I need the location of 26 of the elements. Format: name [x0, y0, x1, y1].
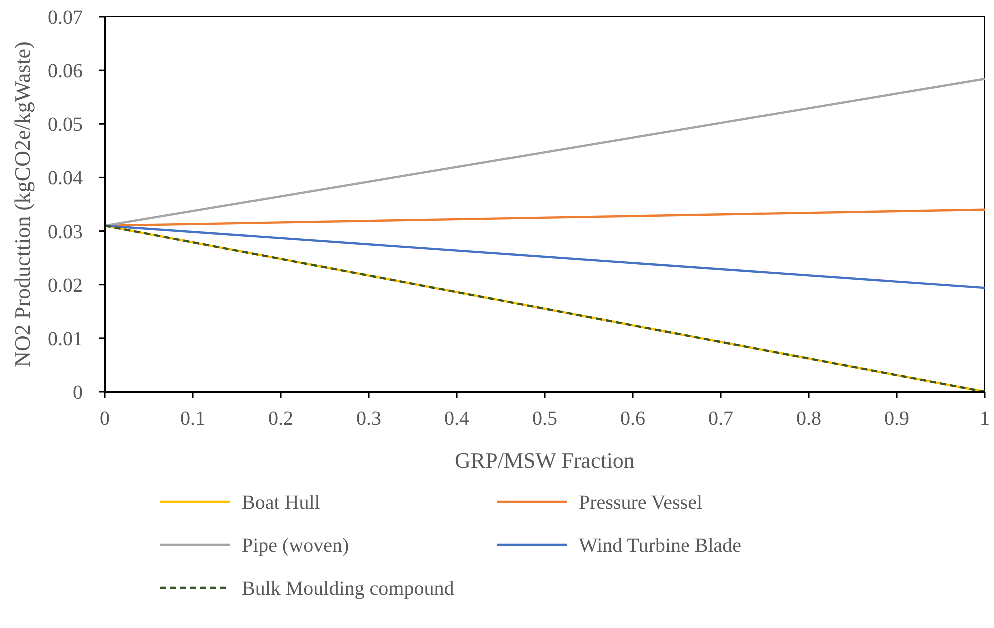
y-tick-label: 0.05	[48, 114, 83, 136]
x-tick-label: 0.8	[796, 408, 822, 430]
x-tick-label: 1	[980, 408, 990, 430]
y-tick-label: 0	[73, 382, 83, 404]
y-tick-label: 0.04	[48, 168, 83, 190]
x-tick-label: 0.5	[532, 408, 558, 430]
x-tick-label: 0.3	[356, 408, 382, 430]
legend-label: Wind Turbine Blade	[579, 535, 742, 557]
legend-label: Pressure Vessel	[579, 492, 703, 514]
legend-label: Pipe (woven)	[242, 535, 350, 557]
y-tick-label: 0.02	[48, 274, 83, 297]
y-tick-label: 0.03	[48, 221, 83, 244]
x-tick-label: 0	[100, 408, 110, 430]
x-tick-label: 0.4	[444, 408, 470, 430]
x-tick-label: 0.7	[708, 408, 734, 430]
x-tick-label: 0.9	[884, 408, 910, 430]
legend-label: Boat Hull	[242, 492, 321, 514]
x-tick-label: 0.2	[268, 408, 294, 430]
x-axis-title: GRP/MSW Fraction	[455, 448, 635, 473]
x-tick-label: 0.1	[180, 408, 206, 430]
x-tick-label: 0.6	[620, 408, 646, 430]
y-tick-label: 0.06	[48, 60, 83, 83]
y-tick-label: 0.07	[48, 7, 83, 29]
y-tick-label: 0.01	[48, 328, 83, 350]
y-axis-title: NO2 Producttion (kgCO2e/kgWaste)	[10, 42, 35, 368]
legend-label: Bulk Moulding compound	[242, 578, 454, 600]
